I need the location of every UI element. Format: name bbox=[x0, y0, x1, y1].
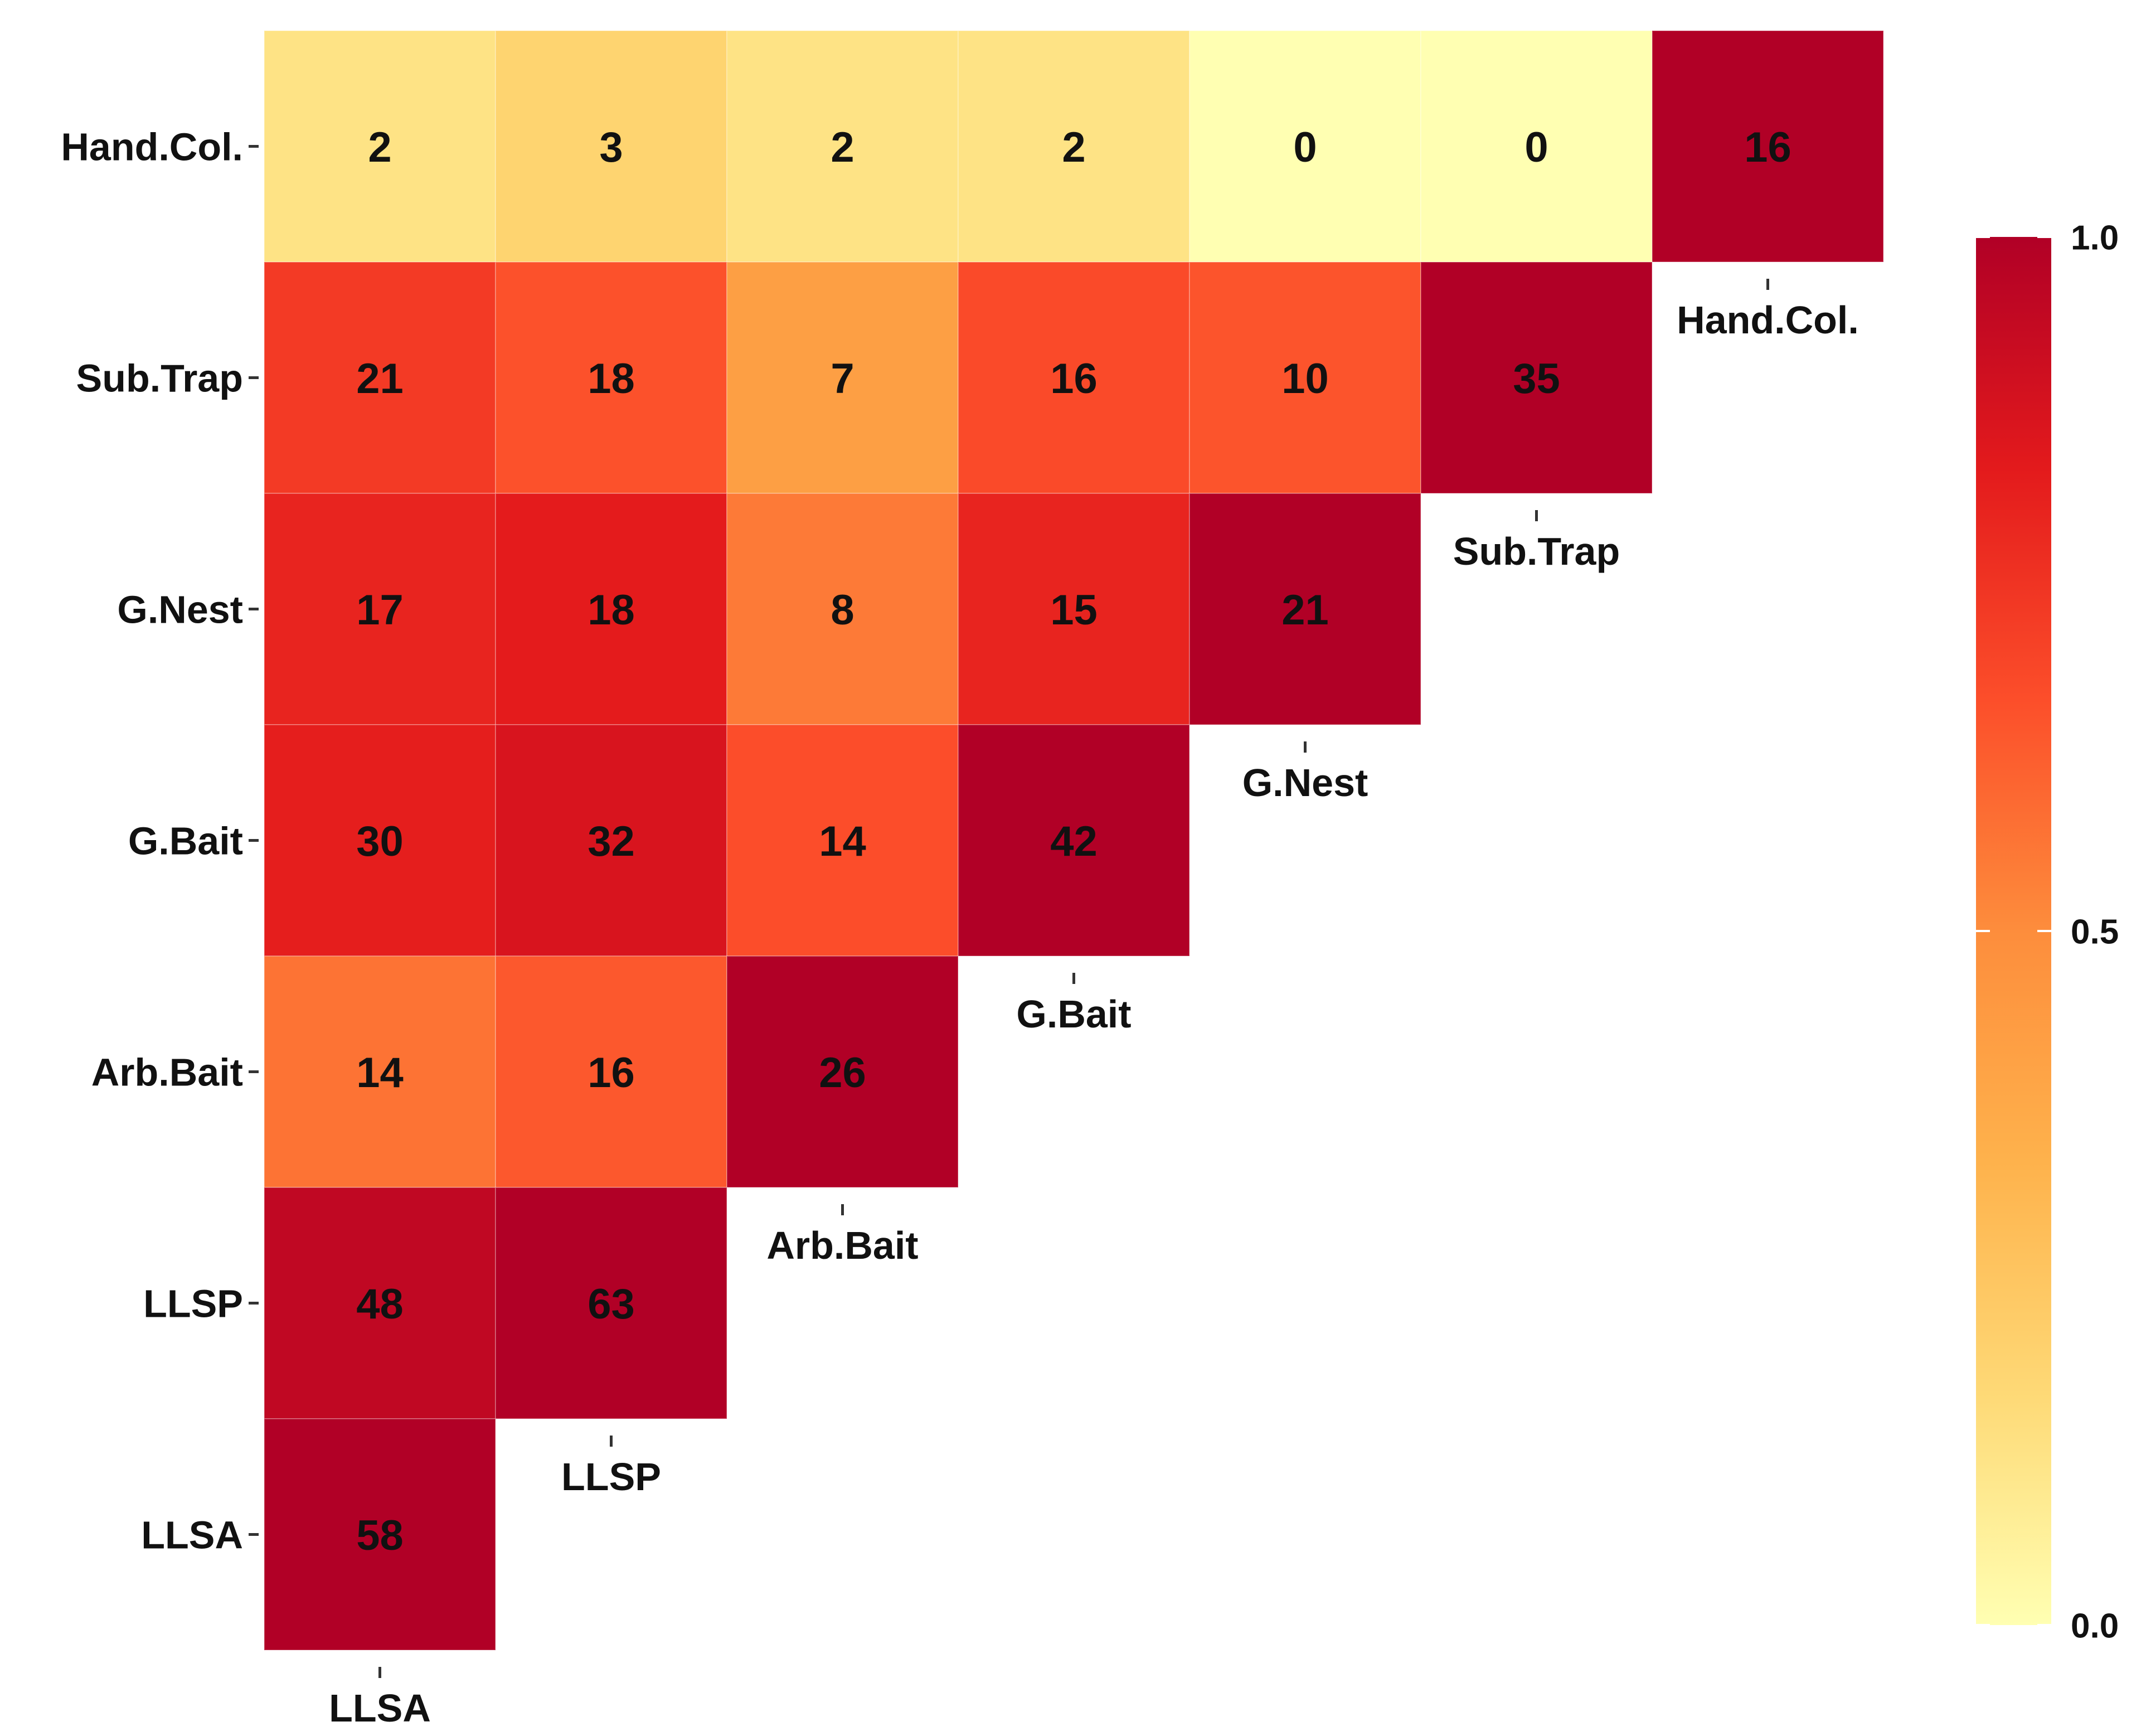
cell-value-label: 14 bbox=[356, 1049, 404, 1097]
heatmap-cell bbox=[1189, 493, 1421, 725]
cell-value-label: 16 bbox=[588, 1049, 635, 1097]
heatmap-cell bbox=[495, 1187, 727, 1419]
cell-value-label: 26 bbox=[819, 1049, 866, 1097]
column-label: Arb.Bait bbox=[766, 1224, 918, 1267]
row-label: LLSP bbox=[143, 1282, 243, 1326]
heatmap-cell bbox=[726, 261, 959, 494]
colorbar-tick-label: 1.0 bbox=[2071, 219, 2119, 257]
heatmap-cell bbox=[495, 30, 727, 263]
row-label: Sub.Trap bbox=[76, 357, 243, 400]
cell-value-label: 2 bbox=[1062, 124, 1085, 171]
colorbar-tick-label: 0.5 bbox=[2071, 913, 2119, 951]
cell-value-label: 10 bbox=[1281, 355, 1329, 403]
cell-value-label: 63 bbox=[588, 1281, 635, 1328]
heatmap-cell bbox=[958, 493, 1190, 725]
cell-value-label: 35 bbox=[1513, 355, 1560, 403]
column-label: Hand.Col. bbox=[1677, 298, 1859, 342]
column-label: LLSA bbox=[329, 1686, 431, 1730]
cell-value-label: 32 bbox=[588, 818, 635, 865]
heatmap-cell bbox=[1420, 30, 1653, 263]
heatmap-cell bbox=[1189, 30, 1421, 263]
diagonal-column-axis: LLSA LLSP Arb.Bait G.Bait G.Nest Sub.Trap Hand… bbox=[329, 279, 1859, 1730]
cell-value-label: 42 bbox=[1050, 818, 1098, 865]
heatmap-cell bbox=[958, 724, 1190, 957]
heatmap-cell bbox=[264, 1418, 496, 1651]
column-label: G.Bait bbox=[1016, 992, 1131, 1036]
heatmap-cell bbox=[1189, 261, 1421, 494]
heatmap-cell bbox=[1420, 261, 1653, 494]
heatmap-cell bbox=[495, 493, 727, 725]
heatmap-cell bbox=[264, 1187, 496, 1419]
row-label: G.Bait bbox=[128, 819, 243, 863]
row-label: Arb.Bait bbox=[91, 1051, 243, 1094]
colorbar-tick-label: 0.0 bbox=[2071, 1607, 2119, 1645]
cell-value-label: 3 bbox=[599, 124, 623, 171]
column-label: G.Nest bbox=[1242, 761, 1368, 804]
cell-value-label: 21 bbox=[1281, 586, 1329, 634]
heatmap-cell bbox=[726, 30, 959, 263]
row-axis: Hand.Col. Sub.Trap G.Nest G.Bait Arb.Bait LLS… bbox=[61, 125, 259, 1557]
heatmap-cell bbox=[495, 724, 727, 957]
column-label: LLSP bbox=[561, 1455, 661, 1499]
row-label: G.Nest bbox=[117, 588, 243, 632]
cell-value-label: 7 bbox=[831, 355, 854, 403]
cell-value-label: 21 bbox=[356, 355, 404, 403]
heatmap-cell bbox=[264, 493, 496, 725]
cell-value-label: 0 bbox=[1524, 124, 1548, 171]
cell-value-label: 16 bbox=[1744, 124, 1791, 171]
cell-value-label: 16 bbox=[1050, 355, 1098, 403]
colorbar-legend: 0.0 0.5 1.0 bbox=[1976, 219, 2119, 1645]
cell-value-label: 15 bbox=[1050, 586, 1098, 634]
heatmap-cell bbox=[726, 724, 959, 957]
cell-value-label: 30 bbox=[356, 818, 404, 865]
heatmap-cell bbox=[264, 261, 496, 494]
cell-value-label: 14 bbox=[819, 818, 866, 865]
cell-value-label: 17 bbox=[356, 586, 404, 634]
cell-value-label: 18 bbox=[588, 586, 635, 634]
row-label: LLSA bbox=[141, 1514, 243, 1557]
row-label: Hand.Col. bbox=[61, 125, 243, 169]
cell-value-label: 0 bbox=[1293, 124, 1317, 171]
cell-value-label: 2 bbox=[831, 124, 854, 171]
cell-value-label: 48 bbox=[356, 1281, 404, 1328]
cell-value-label: 18 bbox=[588, 355, 635, 403]
heatmap-cell bbox=[1652, 30, 1884, 263]
column-label: Sub.Trap bbox=[1453, 530, 1620, 573]
heatmap-cell bbox=[264, 724, 496, 957]
heatmap-cell bbox=[726, 956, 959, 1188]
heatmap-cell bbox=[726, 493, 959, 725]
cell-value-label: 8 bbox=[831, 586, 854, 634]
heatmap-cell bbox=[264, 30, 496, 263]
cell-value-label: 58 bbox=[356, 1512, 404, 1559]
heatmap-cell bbox=[264, 956, 496, 1188]
heatmap-cells bbox=[264, 30, 1884, 1651]
heatmap-cell bbox=[958, 30, 1190, 263]
cell-value-label: 2 bbox=[368, 124, 391, 171]
